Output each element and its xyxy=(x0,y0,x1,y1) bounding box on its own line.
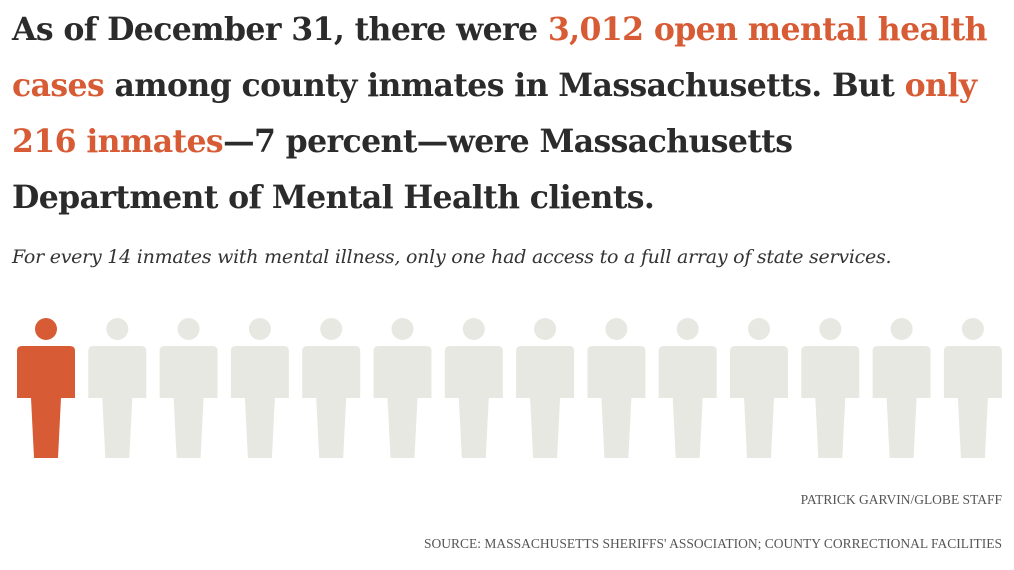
person-head xyxy=(177,318,200,340)
person-head xyxy=(676,318,699,340)
person-body xyxy=(88,346,147,458)
person-head xyxy=(961,318,984,340)
person-body xyxy=(444,346,503,458)
person-body xyxy=(17,346,75,458)
person-body xyxy=(872,346,931,458)
credit-line: PATRICK GARVIN/GLOBE STAFF xyxy=(800,492,1002,507)
person-icon xyxy=(88,318,147,458)
person-icon xyxy=(516,318,575,458)
person-icon xyxy=(444,318,503,458)
person-body xyxy=(730,346,788,458)
person-body xyxy=(373,346,432,458)
person-body xyxy=(658,346,717,458)
person-icon xyxy=(587,318,646,458)
person-head xyxy=(35,318,57,340)
person-head xyxy=(248,318,271,340)
person-body xyxy=(943,346,1002,458)
person-icon xyxy=(230,318,289,458)
source-line: SOURCE: MASSACHUSETTS SHERIFFS' ASSOCIAT… xyxy=(423,536,1002,551)
headline-highlight-cases: 3,012 open mental health cases xyxy=(12,11,988,104)
person-head xyxy=(391,318,414,340)
subhead: For every 14 inmates with mental illness… xyxy=(12,246,892,268)
person-head xyxy=(462,318,485,340)
person-icon xyxy=(730,318,788,458)
headline: As of December 31, there were 3,012 open… xyxy=(12,2,1006,226)
person-icon xyxy=(801,318,860,458)
person-body xyxy=(159,346,218,458)
person-head xyxy=(106,318,129,340)
person-body xyxy=(302,346,361,458)
pictogram-chart xyxy=(17,318,1002,458)
person-body xyxy=(801,346,860,458)
headline-text-2: among county inmates in Massachusetts. B… xyxy=(104,67,905,104)
person-body xyxy=(230,346,289,458)
headline-text-3: —7 percent—were Massachusetts Department… xyxy=(12,123,793,216)
person-head xyxy=(320,318,343,340)
person-body xyxy=(587,346,646,458)
person-icon xyxy=(302,318,361,458)
person-icon-highlighted xyxy=(17,318,75,458)
headline-highlight-inmates: only 216 inmates xyxy=(12,67,977,160)
person-icon xyxy=(658,318,717,458)
person-head xyxy=(890,318,913,340)
person-body xyxy=(516,346,575,458)
person-head xyxy=(748,318,770,340)
person-head xyxy=(534,318,557,340)
person-icon xyxy=(943,318,1002,458)
person-head xyxy=(819,318,842,340)
headline-text-1: As of December 31, there were xyxy=(12,11,548,48)
person-head xyxy=(605,318,628,340)
person-icon xyxy=(373,318,432,458)
person-icon xyxy=(872,318,931,458)
person-icon xyxy=(159,318,218,458)
